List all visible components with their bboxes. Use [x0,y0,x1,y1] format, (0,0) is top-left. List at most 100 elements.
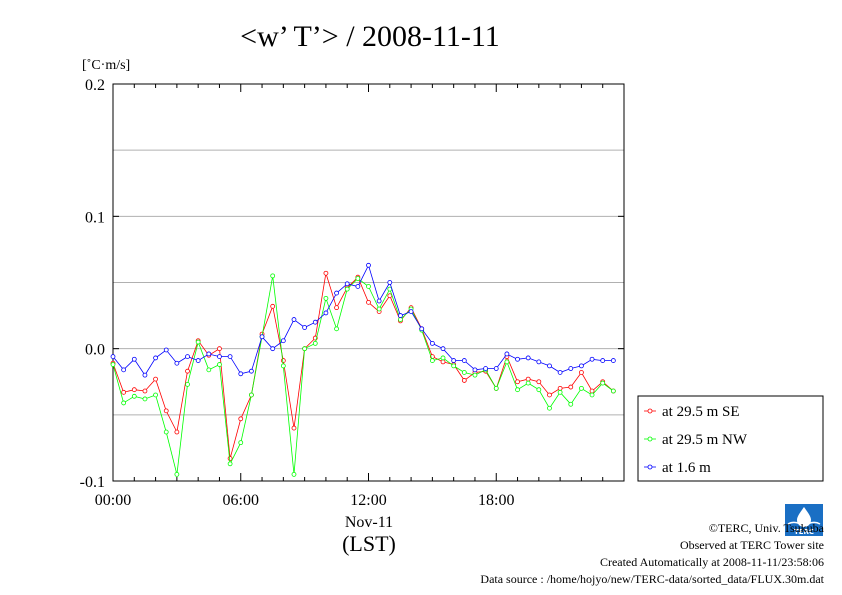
data-point [376,306,382,312]
series-line [112,275,614,475]
data-point [536,387,542,393]
data-point [515,356,520,362]
data-point [355,284,361,289]
data-point [429,340,435,346]
data-point [248,392,254,398]
data-point [227,456,233,461]
data-point [195,358,201,363]
data-point [568,366,574,371]
data-point [142,396,148,402]
legend-marker [647,436,653,442]
data-point [227,461,233,467]
data-point [483,366,489,371]
series-1 [110,270,616,461]
data-point [163,347,169,353]
data-point [185,381,190,387]
data-point [408,309,414,315]
y-tick-label: 0.0 [85,342,105,359]
data-point [195,339,201,345]
y-tick-label: 0.2 [85,77,105,94]
data-point [131,387,137,393]
data-point [579,363,584,369]
data-point [579,385,584,391]
data-point [302,325,308,330]
data-point [206,367,212,373]
data-point [312,319,318,325]
data-point [547,392,552,398]
y-axis: -0.1 0.0 0.1 0.2 [80,77,624,491]
data-point [185,368,190,374]
data-point [270,303,276,309]
data-point [270,273,276,279]
data-point [217,362,222,367]
data-point [515,379,520,385]
data-point [451,363,457,369]
data-point [174,429,180,435]
x-tick-label: 12:00 [350,492,386,509]
footer-observed: Observed at TERC Tower site [679,538,824,552]
data-point [280,338,286,344]
data-point [174,360,180,366]
x-tick-label: 06:00 [223,492,259,509]
data-point [429,358,435,363]
data-point [419,326,425,332]
data-point [493,366,499,371]
data-point [568,384,574,390]
data-point [174,471,180,477]
series-3 [110,262,616,378]
chart-title: <w’ T’> / 2008-11-11 [240,20,500,53]
x-tick-label: 18:00 [478,492,514,509]
data-point [472,372,478,378]
x-tick-label: 00:00 [95,492,131,509]
data-point [440,359,446,365]
data-point [504,351,510,357]
data-point [547,363,552,369]
x-axis-timezone-label: (LST) [342,531,396,556]
data-point [280,363,286,369]
data-point [366,284,371,289]
data-point [334,326,339,332]
legend-label: at 29.5 m NW [662,432,748,448]
data-point [227,354,233,360]
data-point [323,295,329,301]
data-point [131,356,137,362]
data-point [110,354,116,360]
footer-source: Data source : /home/hojyo/new/TERC-data/… [480,572,824,586]
data-point [366,299,371,305]
legend-marker [647,464,653,470]
data-point [557,370,563,375]
data-point [472,367,478,373]
footer-created: Created Automatically at 2008-11-11/23:5… [599,555,824,569]
data-point [291,317,297,322]
data-point [153,376,158,382]
data-point [525,355,531,361]
legend-box [637,395,824,482]
data-point [344,281,350,287]
data-point [312,340,318,346]
data-point [142,388,148,394]
data-point [461,378,467,383]
data-point [366,262,371,268]
data-point [121,400,127,406]
data-point [557,385,563,391]
data-point [323,270,329,276]
y-tick-label: -0.1 [80,474,105,491]
data-point [589,388,595,394]
data-point [185,354,190,360]
data-point [504,359,510,365]
data-point [238,371,244,377]
data-point [440,355,446,361]
data-point [238,440,244,446]
data-point [238,416,244,422]
data-point [334,305,339,311]
data-point [217,354,222,360]
terc-logo-text: TERC [794,528,814,536]
data-point [398,317,403,322]
data-point [579,370,584,375]
data-point [376,298,382,304]
data-point [142,372,148,378]
data-point [206,351,212,357]
data-point [461,370,467,375]
data-point [270,346,276,352]
legend-label: at 1.6 m [662,460,711,476]
